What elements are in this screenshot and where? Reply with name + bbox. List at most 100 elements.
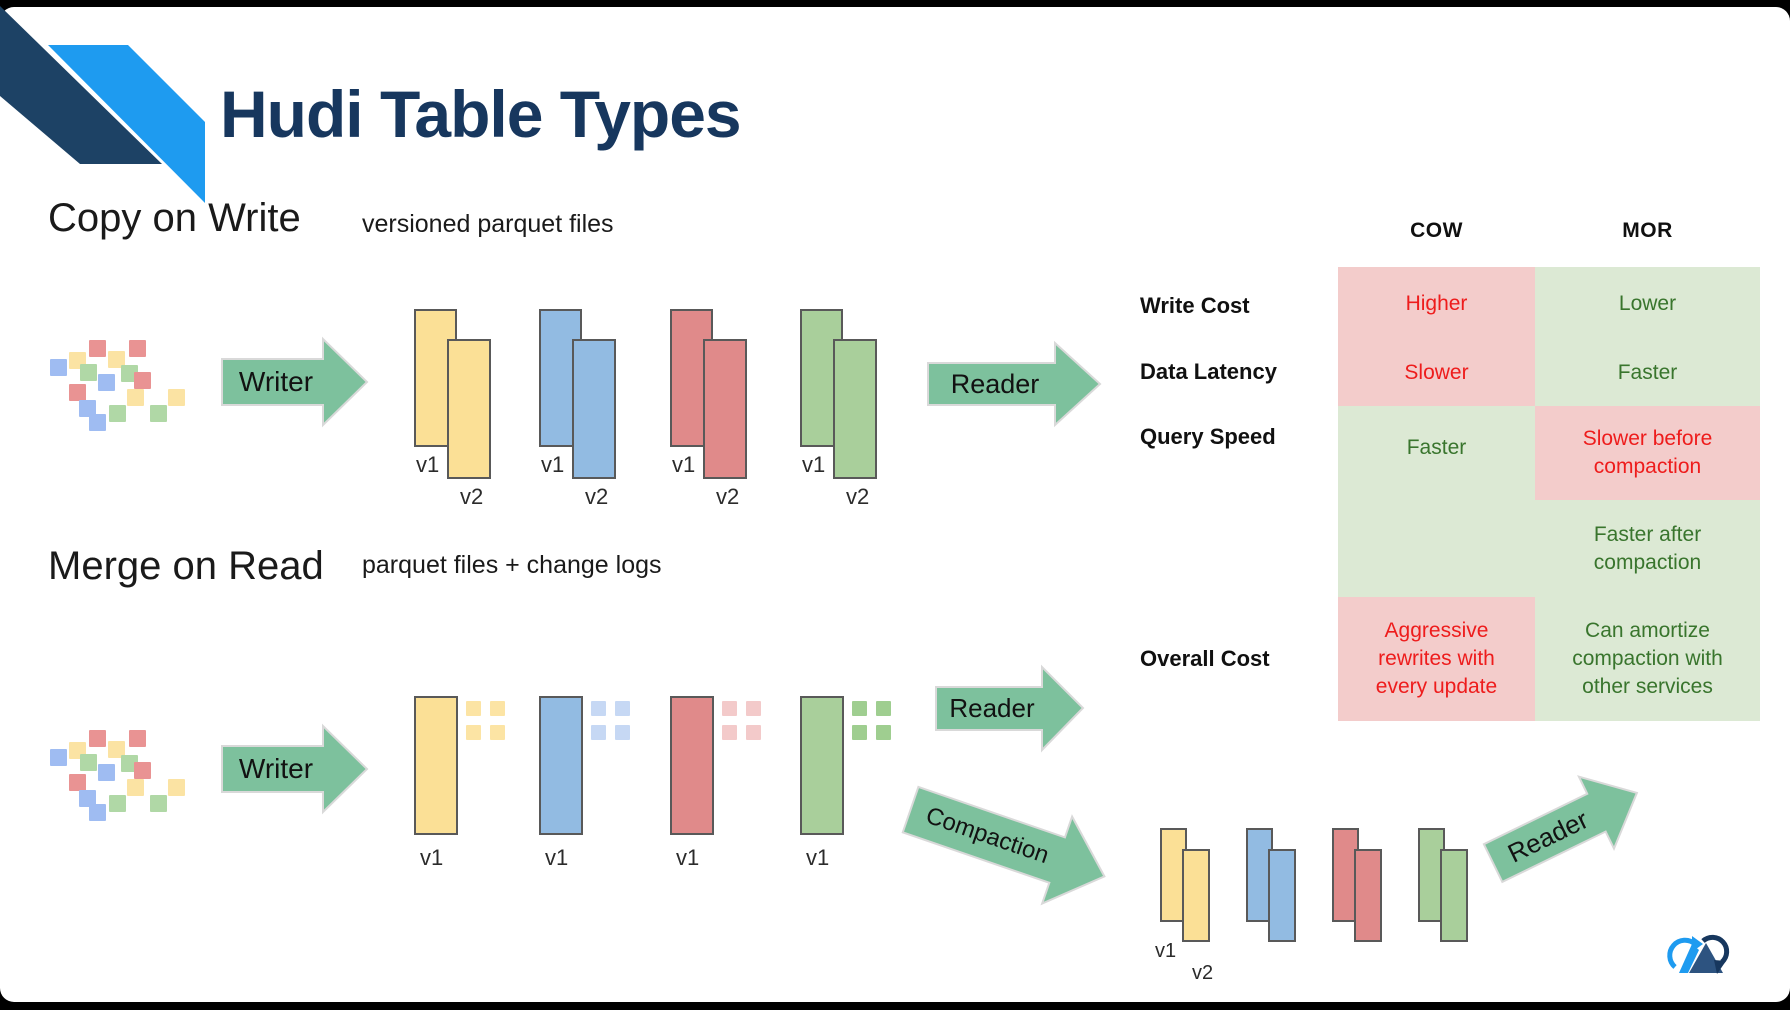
record-square xyxy=(50,749,67,766)
record-square xyxy=(127,779,144,796)
change-log-square-yellow xyxy=(490,725,505,740)
record-square xyxy=(69,774,86,791)
compaction-arrow: Compaction xyxy=(896,766,1120,920)
cell-query-speed-mor-after: Faster after compaction xyxy=(1535,500,1760,597)
change-log-square-green xyxy=(876,725,891,740)
record-square xyxy=(79,790,96,807)
record-square xyxy=(98,374,115,391)
compacted-file-v2-green xyxy=(1440,849,1468,942)
file-version-label: v1 xyxy=(802,452,826,477)
file-version-label: v1 xyxy=(545,845,569,870)
cell-overall-cost-mor: Can amortize compaction with other servi… xyxy=(1535,597,1760,721)
cell-data-latency-cow: Slower xyxy=(1338,340,1535,406)
cow-reader-label: Reader xyxy=(950,368,1040,399)
mor-file-v1-blue xyxy=(539,696,583,835)
record-square xyxy=(69,384,86,401)
file-version-label: v2 xyxy=(585,484,609,509)
record-square xyxy=(150,795,167,812)
file-version-label: v1 xyxy=(672,452,696,477)
cow-file-v2-green xyxy=(833,339,877,479)
file-version-label: v1 xyxy=(1155,940,1177,962)
cow-file-v2-yellow xyxy=(447,339,491,479)
change-log-square-yellow xyxy=(466,725,481,740)
record-square xyxy=(80,364,97,381)
record-square xyxy=(89,730,106,747)
cow-file-v2-red xyxy=(703,339,747,479)
compacted-file-v2-yellow xyxy=(1182,849,1210,942)
hudi-logo xyxy=(1667,934,1730,974)
table-row-label-overall-cost: Overall Cost xyxy=(1140,646,1270,671)
change-log-square-green xyxy=(852,725,867,740)
file-version-label: v2 xyxy=(1192,962,1214,984)
cell-query-speed-cow: Faster xyxy=(1338,406,1535,597)
record-square xyxy=(121,365,138,382)
record-square xyxy=(150,405,167,422)
cell-write-cost-mor: Lower xyxy=(1535,267,1760,340)
table-row-label-query-speed: Query Speed xyxy=(1140,424,1276,449)
change-log-square-green xyxy=(876,701,891,716)
record-square xyxy=(129,340,146,357)
change-log-square-red xyxy=(722,725,737,740)
mor-files-label: parquet files + change logs xyxy=(362,551,662,579)
record-square xyxy=(134,762,151,779)
compacted-file-v2-blue xyxy=(1268,849,1296,942)
table-col-header-cow: COW xyxy=(1410,219,1463,242)
change-log-square-green xyxy=(852,701,867,716)
mor-reader-label: Reader xyxy=(949,693,1035,723)
cell-overall-cost-cow: Aggressive rewrites with every update xyxy=(1338,597,1535,721)
record-square xyxy=(127,389,144,406)
change-log-square-red xyxy=(746,725,761,740)
page-title: Hudi Table Types xyxy=(220,77,742,151)
mor-writer-label: Writer xyxy=(238,753,314,784)
mor-reader-arrow: Reader xyxy=(935,664,1085,753)
cell-query-speed-mor-before: Slower before compaction xyxy=(1535,406,1760,500)
cow-reader-arrow: Reader xyxy=(927,340,1102,428)
file-version-label: v1 xyxy=(416,452,440,477)
record-square xyxy=(80,754,97,771)
record-square xyxy=(89,414,106,431)
cow-file-v2-blue xyxy=(572,339,616,479)
record-square xyxy=(109,795,126,812)
cow-section-heading: Copy on Write xyxy=(48,196,301,240)
mor-section-heading: Merge on Read xyxy=(48,544,324,588)
change-log-square-blue xyxy=(591,701,606,716)
mor-file-v1-green xyxy=(800,696,844,835)
final-reader-arrow: Reader xyxy=(1476,757,1655,899)
cow-writer-label: Writer xyxy=(238,366,314,397)
change-log-square-red xyxy=(746,701,761,716)
mor-file-v1-yellow xyxy=(414,696,458,835)
cell-write-cost-cow: Higher xyxy=(1338,267,1535,340)
record-square xyxy=(98,764,115,781)
table-col-header-mor: MOR xyxy=(1622,219,1673,242)
cell-data-latency-mor: Faster xyxy=(1535,340,1760,406)
file-version-label: v2 xyxy=(460,484,484,509)
change-log-square-red xyxy=(722,701,737,716)
change-log-square-blue xyxy=(615,725,630,740)
record-square xyxy=(89,340,106,357)
mor-file-v1-red xyxy=(670,696,714,835)
file-version-label: v1 xyxy=(420,845,444,870)
change-log-square-blue xyxy=(591,725,606,740)
change-log-square-yellow xyxy=(490,701,505,716)
file-version-label: v1 xyxy=(806,845,830,870)
record-square xyxy=(50,359,67,376)
record-square xyxy=(89,804,106,821)
cow-files-label: versioned parquet files xyxy=(362,210,614,238)
record-square xyxy=(109,405,126,422)
record-square xyxy=(134,372,151,389)
change-log-square-blue xyxy=(615,701,630,716)
record-square xyxy=(108,741,125,758)
record-square xyxy=(168,779,185,796)
record-square xyxy=(129,730,146,747)
record-square xyxy=(108,351,125,368)
table-row-label-data-latency: Data Latency xyxy=(1140,359,1277,384)
file-version-label: v2 xyxy=(716,484,740,509)
corner-ribbon-decoration xyxy=(0,6,205,203)
file-version-label: v1 xyxy=(541,452,565,477)
cow-writer-arrow: Writer xyxy=(221,336,369,428)
change-log-square-yellow xyxy=(466,701,481,716)
table-row-label-write-cost: Write Cost xyxy=(1140,293,1250,318)
record-square xyxy=(168,389,185,406)
compacted-file-v2-red xyxy=(1354,849,1382,942)
